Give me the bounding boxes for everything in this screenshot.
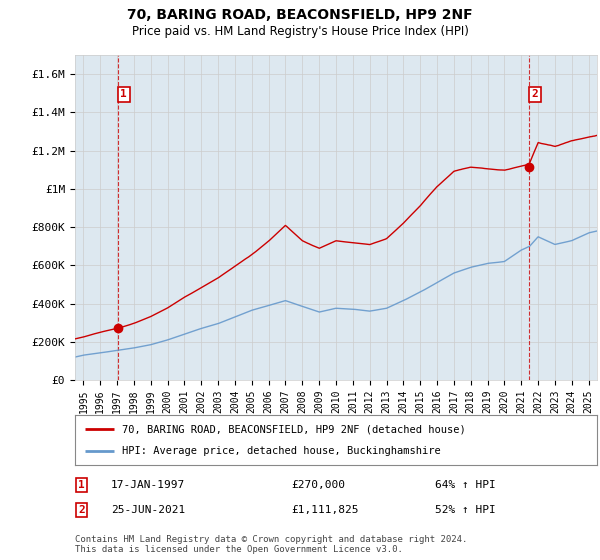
Text: 2: 2	[78, 505, 85, 515]
Text: 17-JAN-1997: 17-JAN-1997	[111, 480, 185, 490]
Text: £1,111,825: £1,111,825	[291, 505, 359, 515]
Text: 25-JUN-2021: 25-JUN-2021	[111, 505, 185, 515]
Text: 70, BARING ROAD, BEACONSFIELD, HP9 2NF (detached house): 70, BARING ROAD, BEACONSFIELD, HP9 2NF (…	[122, 424, 466, 434]
Text: Contains HM Land Registry data © Crown copyright and database right 2024.
This d: Contains HM Land Registry data © Crown c…	[75, 535, 467, 554]
Text: £270,000: £270,000	[291, 480, 345, 490]
Text: 1: 1	[120, 90, 127, 100]
Text: 64% ↑ HPI: 64% ↑ HPI	[435, 480, 496, 490]
Text: HPI: Average price, detached house, Buckinghamshire: HPI: Average price, detached house, Buck…	[122, 446, 441, 456]
Text: 70, BARING ROAD, BEACONSFIELD, HP9 2NF: 70, BARING ROAD, BEACONSFIELD, HP9 2NF	[127, 8, 473, 22]
Text: Price paid vs. HM Land Registry's House Price Index (HPI): Price paid vs. HM Land Registry's House …	[131, 25, 469, 38]
Text: 2: 2	[532, 90, 539, 100]
Text: 52% ↑ HPI: 52% ↑ HPI	[435, 505, 496, 515]
Text: 1: 1	[78, 480, 85, 490]
